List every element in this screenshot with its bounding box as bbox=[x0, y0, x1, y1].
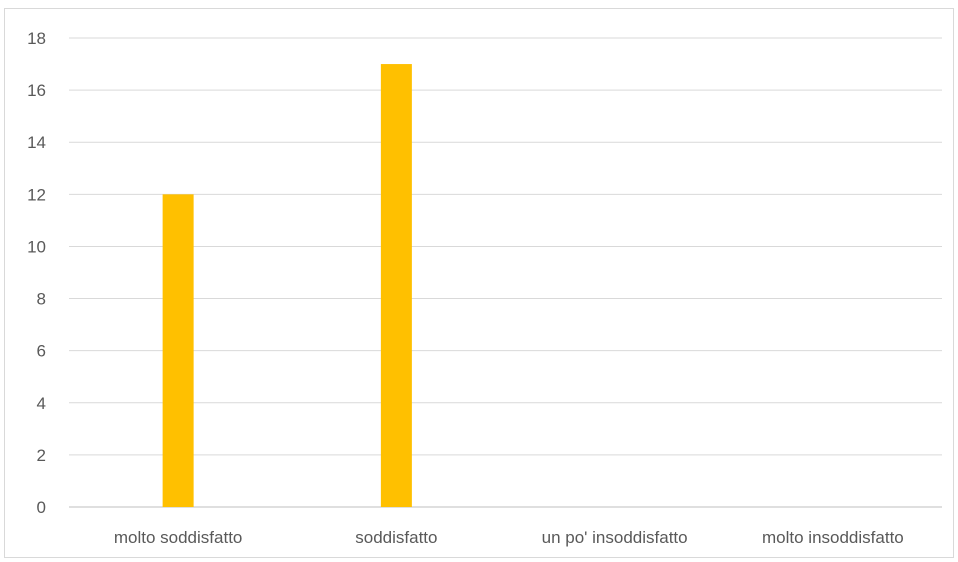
y-tick-label: 12 bbox=[27, 185, 46, 204]
y-tick-label: 10 bbox=[27, 237, 46, 256]
chart-area bbox=[4, 8, 954, 558]
y-tick-label: 0 bbox=[37, 498, 46, 517]
x-category-label: soddisfatto bbox=[355, 528, 437, 547]
bar bbox=[162, 194, 194, 508]
x-axis: molto soddisfatto soddisfatto un po' insod… bbox=[114, 528, 904, 547]
bars bbox=[162, 64, 412, 508]
gridlines bbox=[69, 37, 942, 508]
y-tick-label: 8 bbox=[37, 290, 46, 309]
y-tick-label: 16 bbox=[27, 81, 46, 100]
y-tick-label: 6 bbox=[37, 342, 46, 361]
x-category-label: molto soddisfatto bbox=[114, 528, 243, 547]
y-tick-label: 2 bbox=[37, 446, 46, 465]
y-tick-label: 4 bbox=[37, 394, 46, 413]
y-tick-label: 14 bbox=[27, 133, 46, 152]
x-category-label: molto insoddisfatto bbox=[762, 528, 904, 547]
y-axis: 0 2 4 6 8 10 12 14 16 18 bbox=[27, 29, 46, 517]
y-tick-label: 18 bbox=[27, 29, 46, 48]
x-category-label: un po' insoddisfatto bbox=[542, 528, 688, 547]
bar bbox=[380, 64, 412, 508]
